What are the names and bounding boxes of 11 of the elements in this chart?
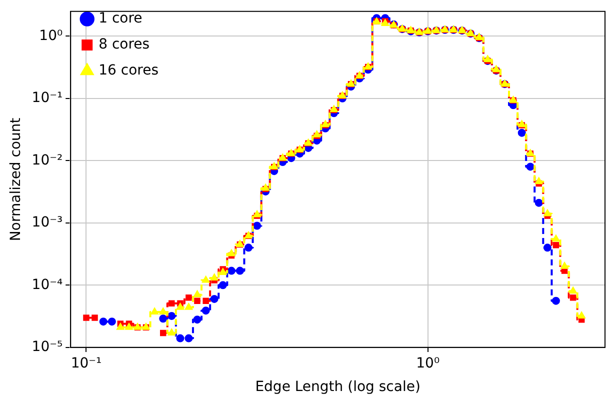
- y-tick-label: 10⁻³: [32, 214, 63, 231]
- legend-label: 1 core: [98, 10, 142, 27]
- legend-label: 8 cores: [98, 36, 150, 53]
- y-tick-label: 10⁻²: [32, 152, 63, 168]
- y-tick-label: 10⁻⁵: [32, 339, 63, 356]
- y-tick-label: 10⁰: [39, 28, 63, 44]
- y-axis-title: Normalized count: [8, 117, 24, 242]
- y-tick-label: 10⁻⁴: [32, 276, 63, 293]
- legend-label: 16 cores: [98, 62, 159, 79]
- y-tick-label: 10⁻¹: [32, 90, 63, 106]
- x-axis-title: Edge Length (log scale): [255, 379, 420, 396]
